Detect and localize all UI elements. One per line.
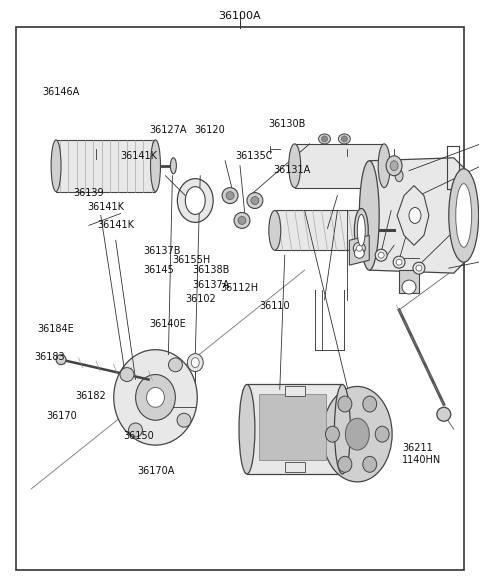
Ellipse shape: [234, 212, 250, 228]
Text: 36141K: 36141K: [97, 220, 134, 230]
Polygon shape: [247, 384, 342, 474]
Text: 36155H: 36155H: [172, 255, 211, 265]
Ellipse shape: [319, 134, 330, 144]
Polygon shape: [349, 235, 369, 265]
Polygon shape: [275, 211, 360, 250]
Ellipse shape: [187, 353, 203, 372]
Text: 36100A: 36100A: [219, 11, 261, 21]
Text: 36102: 36102: [185, 294, 216, 304]
Text: 36140E: 36140E: [149, 319, 186, 329]
Ellipse shape: [338, 396, 352, 412]
Text: 36139: 36139: [73, 188, 104, 198]
Ellipse shape: [322, 136, 327, 142]
Ellipse shape: [356, 245, 362, 251]
Ellipse shape: [247, 193, 263, 208]
Ellipse shape: [375, 426, 389, 442]
Ellipse shape: [251, 197, 259, 204]
Ellipse shape: [178, 178, 213, 222]
Ellipse shape: [288, 144, 300, 188]
Text: 36182: 36182: [75, 390, 106, 401]
Ellipse shape: [378, 252, 384, 258]
Ellipse shape: [151, 140, 160, 191]
Ellipse shape: [335, 384, 350, 474]
Polygon shape: [397, 185, 429, 245]
Polygon shape: [295, 144, 384, 188]
Ellipse shape: [437, 407, 451, 421]
Ellipse shape: [393, 256, 405, 268]
Text: 36184E: 36184E: [37, 323, 74, 333]
Ellipse shape: [346, 419, 369, 450]
Text: 36135C: 36135C: [235, 151, 273, 161]
Text: 36145: 36145: [144, 265, 174, 275]
Ellipse shape: [222, 188, 238, 204]
Text: 36130B: 36130B: [269, 119, 306, 129]
Ellipse shape: [413, 262, 425, 274]
Ellipse shape: [378, 144, 390, 188]
Ellipse shape: [449, 168, 479, 262]
Ellipse shape: [51, 140, 61, 191]
Text: 36141K: 36141K: [120, 151, 158, 161]
Ellipse shape: [354, 208, 368, 252]
Ellipse shape: [146, 387, 165, 407]
Ellipse shape: [386, 156, 402, 176]
Ellipse shape: [114, 350, 197, 445]
Ellipse shape: [323, 386, 392, 482]
Text: 36211: 36211: [402, 443, 433, 453]
Ellipse shape: [396, 259, 402, 265]
Ellipse shape: [375, 249, 387, 261]
Ellipse shape: [402, 280, 416, 294]
Ellipse shape: [226, 191, 234, 200]
Polygon shape: [399, 270, 419, 293]
Ellipse shape: [363, 456, 377, 473]
Text: 36183: 36183: [34, 352, 64, 362]
Text: 36170: 36170: [47, 411, 77, 421]
Bar: [285, 386, 305, 396]
Ellipse shape: [353, 242, 365, 254]
Ellipse shape: [325, 426, 339, 442]
Ellipse shape: [360, 161, 379, 270]
Ellipse shape: [56, 355, 66, 365]
Ellipse shape: [395, 170, 403, 181]
Ellipse shape: [354, 248, 364, 258]
Ellipse shape: [456, 184, 472, 247]
Bar: [259, 394, 326, 460]
Ellipse shape: [357, 214, 365, 247]
Ellipse shape: [338, 134, 350, 144]
Ellipse shape: [409, 207, 421, 224]
Ellipse shape: [341, 136, 348, 142]
Text: 36146A: 36146A: [42, 87, 79, 97]
Ellipse shape: [168, 358, 182, 372]
Ellipse shape: [177, 413, 191, 427]
Ellipse shape: [238, 217, 246, 224]
Text: 36127A: 36127A: [149, 125, 187, 135]
Polygon shape: [369, 158, 467, 273]
Text: 36150: 36150: [123, 431, 154, 441]
Text: 1140HN: 1140HN: [402, 455, 442, 465]
Ellipse shape: [269, 211, 281, 250]
Ellipse shape: [136, 375, 175, 420]
Ellipse shape: [338, 456, 352, 473]
Ellipse shape: [239, 384, 255, 474]
Text: 36137B: 36137B: [144, 247, 181, 257]
Text: 36137A: 36137A: [192, 280, 229, 290]
Ellipse shape: [416, 265, 422, 271]
Ellipse shape: [170, 158, 176, 174]
Text: 36141K: 36141K: [87, 202, 124, 212]
Ellipse shape: [390, 161, 398, 171]
Text: 36131A: 36131A: [274, 165, 311, 175]
Bar: [285, 462, 305, 472]
Ellipse shape: [185, 187, 205, 214]
Text: 36170A: 36170A: [137, 467, 175, 477]
Ellipse shape: [363, 396, 377, 412]
Text: 36120: 36120: [195, 125, 226, 135]
Ellipse shape: [192, 357, 199, 367]
Text: 36112H: 36112H: [220, 283, 258, 293]
Ellipse shape: [129, 423, 143, 437]
Ellipse shape: [120, 367, 134, 382]
Polygon shape: [56, 140, 156, 191]
Text: 36110: 36110: [259, 301, 290, 311]
Text: 36138B: 36138B: [192, 265, 229, 275]
